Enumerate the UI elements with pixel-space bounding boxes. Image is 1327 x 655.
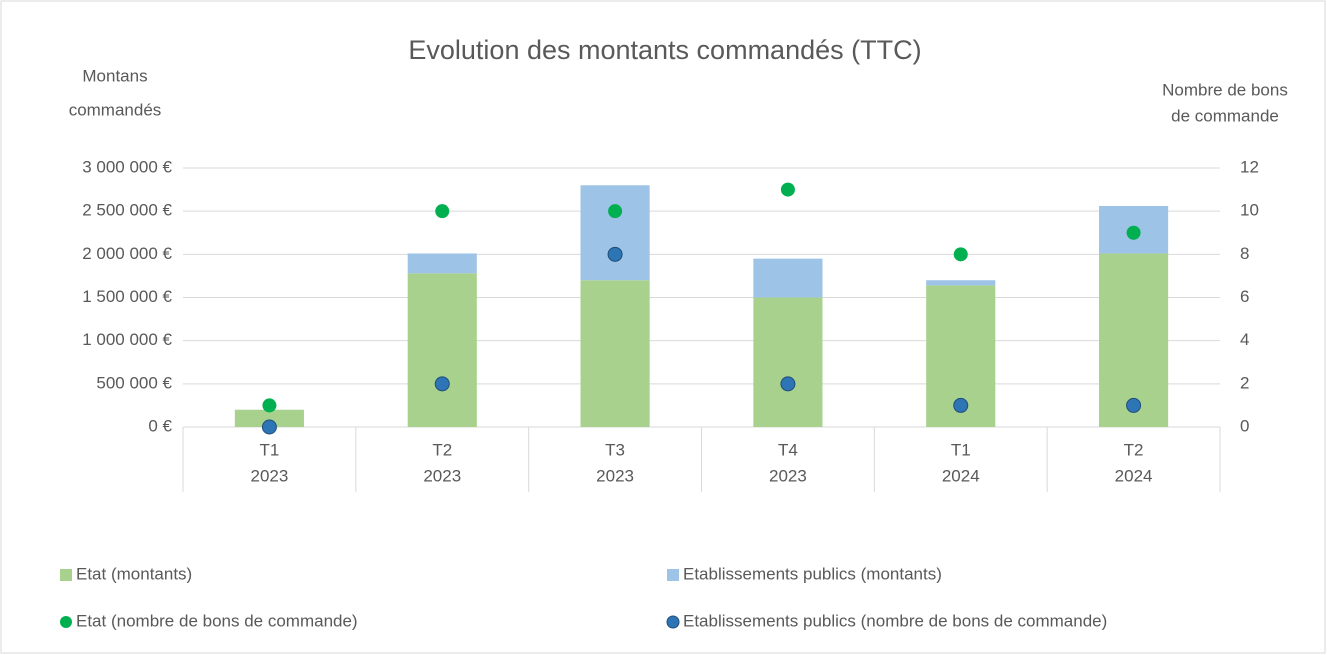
legend-label: Etablissements publics (nombre de bons d… <box>683 611 1107 630</box>
legend-swatch <box>60 569 72 581</box>
dot <box>608 204 623 219</box>
dot <box>953 247 968 262</box>
y2-tick-label: 4 <box>1240 330 1249 349</box>
y-tick-label: 1 500 000 € <box>82 287 172 306</box>
bar <box>753 258 823 298</box>
dot <box>607 246 623 262</box>
dot <box>953 397 969 413</box>
y-tick-label: 1 000 000 € <box>82 330 172 349</box>
bar <box>580 185 650 281</box>
bar <box>407 273 477 427</box>
x-group-label: 2023 <box>251 466 289 485</box>
x-tick-label: T2 <box>1124 440 1144 459</box>
y2-tick-label: 10 <box>1240 201 1259 220</box>
legend-swatch <box>60 616 72 628</box>
bar <box>234 409 304 427</box>
y-tick-label: 2 000 000 € <box>82 244 172 263</box>
x-tick-label: T3 <box>605 440 625 459</box>
x-group-label: 2023 <box>423 466 461 485</box>
dot <box>780 182 795 197</box>
y2-axis-label: de commande <box>1171 106 1279 125</box>
y-axis-label: commandés <box>69 100 162 119</box>
x-group-label: 2023 <box>769 466 807 485</box>
y-axis-label: Montans <box>82 66 147 85</box>
legend-swatch <box>666 615 680 629</box>
x-tick-label: T1 <box>951 440 971 459</box>
legend-label: Etat (montants) <box>76 564 192 583</box>
dot <box>1126 397 1142 413</box>
y2-tick-label: 6 <box>1240 287 1249 306</box>
dot <box>434 376 450 392</box>
dot <box>262 398 277 413</box>
x-group-label: 2024 <box>1115 466 1153 485</box>
bar <box>407 253 477 274</box>
x-tick-label: T2 <box>432 440 452 459</box>
dot <box>780 376 796 392</box>
bar <box>926 280 996 286</box>
y-tick-label: 500 000 € <box>96 373 172 392</box>
y2-axis-label: Nombre de bons <box>1162 80 1288 99</box>
legend-label: Etat (nombre de bons de commande) <box>76 611 358 630</box>
legend-label: Etablissements publics (montants) <box>683 564 942 583</box>
y-tick-label: 2 500 000 € <box>82 201 172 220</box>
x-tick-label: T4 <box>778 440 798 459</box>
y2-tick-label: 2 <box>1240 373 1249 392</box>
x-group-label: 2024 <box>942 466 980 485</box>
chart-title: Evolution des montants commandés (TTC) <box>408 35 921 65</box>
y-tick-label: 3 000 000 € <box>82 157 172 176</box>
x-group-label: 2023 <box>596 466 634 485</box>
dot <box>261 419 277 435</box>
bar <box>753 297 823 427</box>
y2-tick-label: 8 <box>1240 244 1249 263</box>
y2-tick-label: 12 <box>1240 157 1259 176</box>
dot <box>1126 225 1141 240</box>
y-tick-label: 0 € <box>148 416 172 435</box>
legend-swatch <box>667 569 679 581</box>
dot <box>435 204 450 219</box>
x-tick-label: T1 <box>259 440 279 459</box>
y2-tick-label: 0 <box>1240 416 1249 435</box>
bar <box>580 280 650 427</box>
